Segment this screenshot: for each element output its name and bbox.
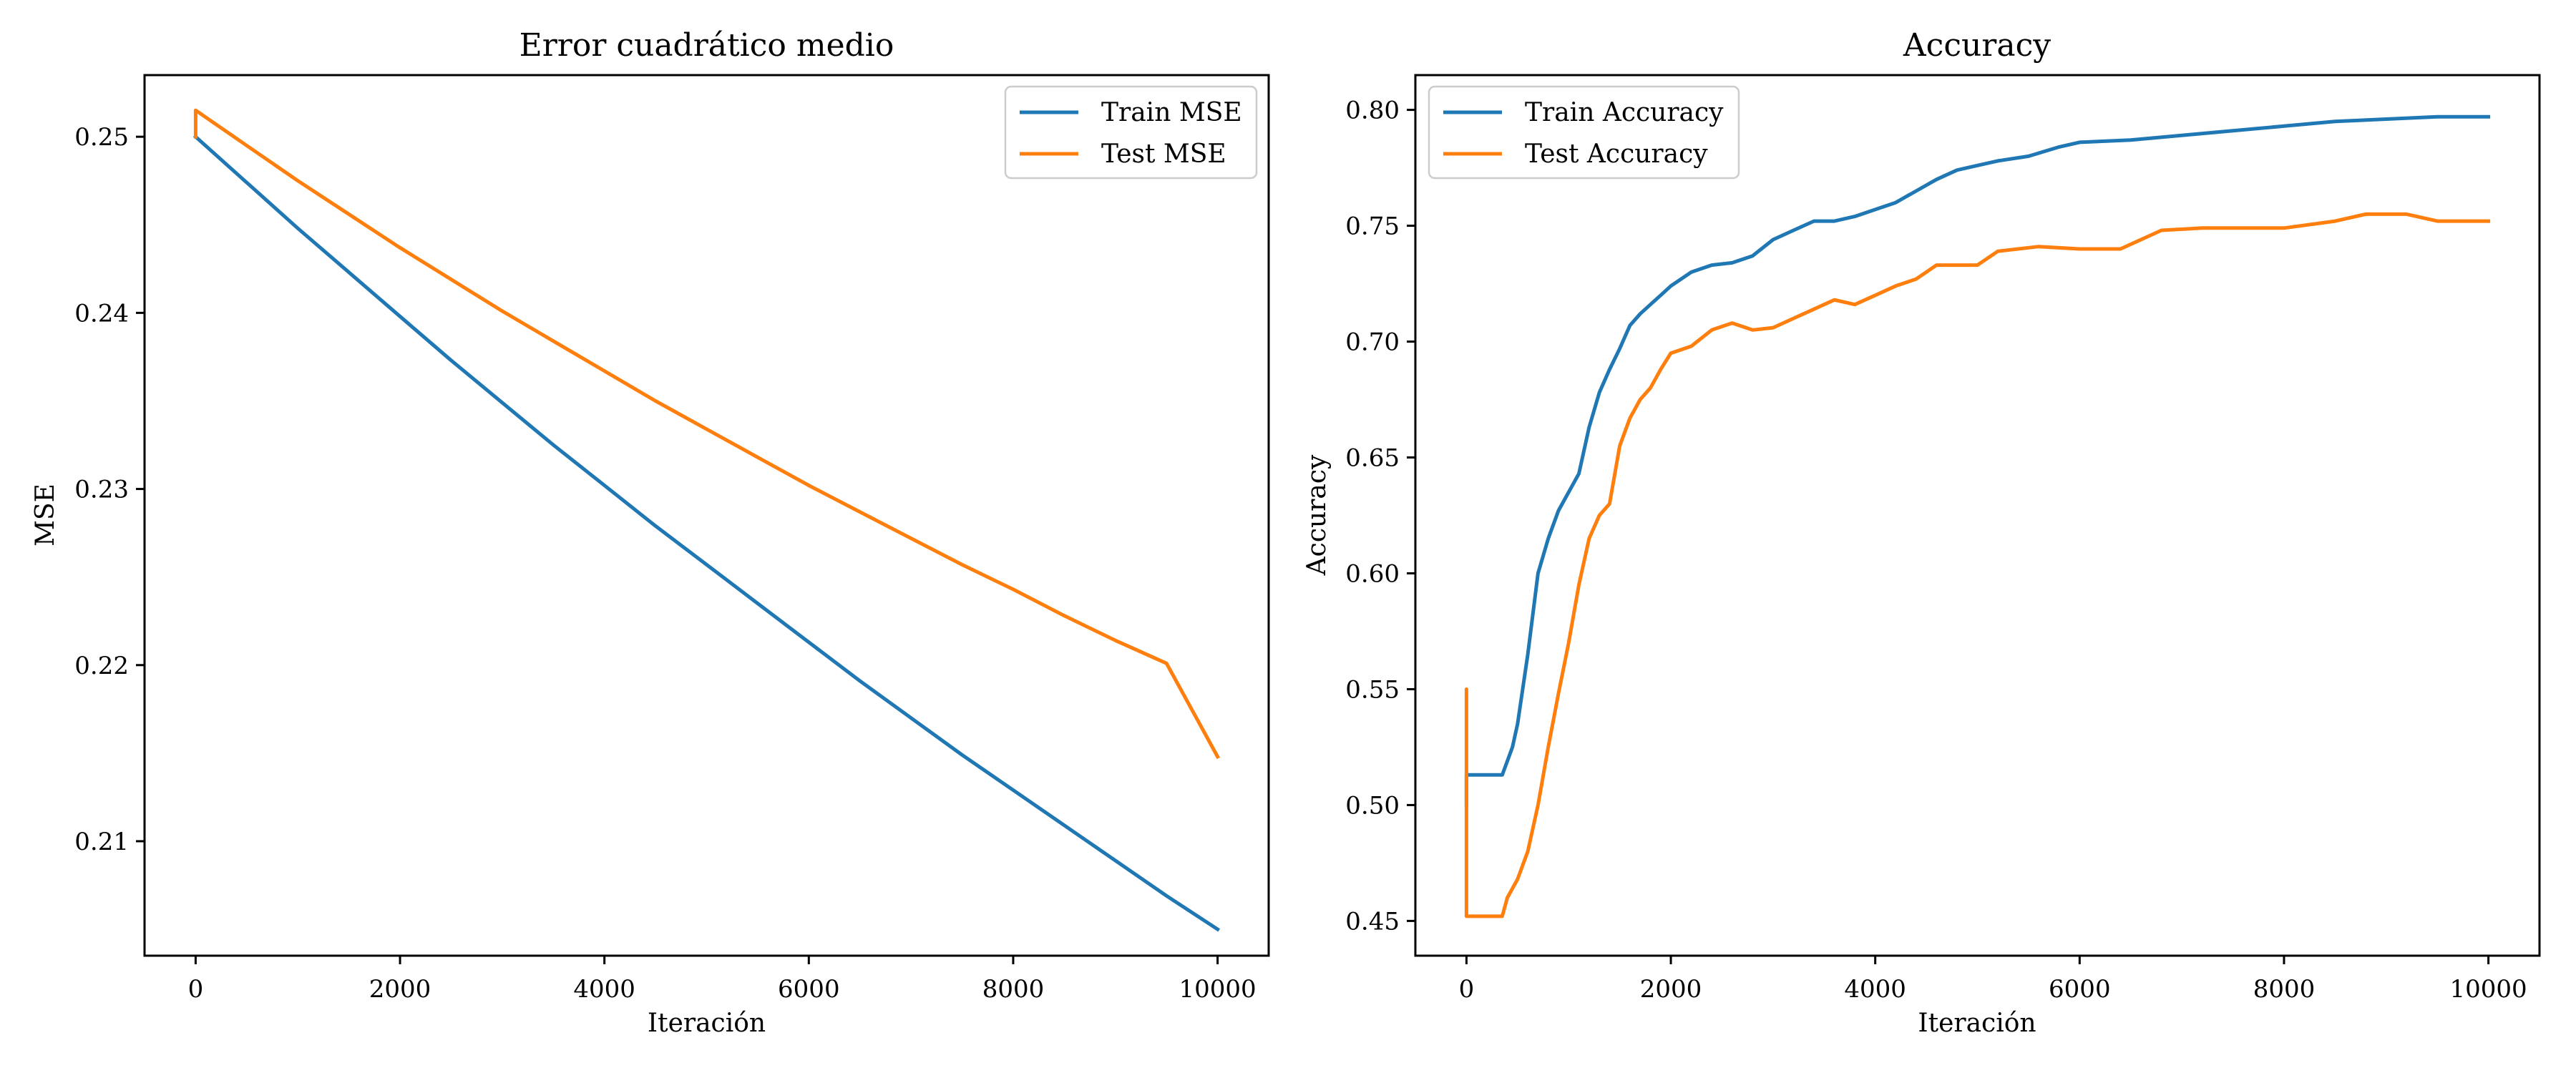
y-tick-label: 0.80 — [1345, 97, 1400, 125]
x-axis-ticks: 0 2000 4000 6000 8000 10000 — [1459, 956, 2527, 1004]
series-line-train-accuracy — [1464, 114, 2491, 807]
y-tick-label: 0.50 — [1345, 791, 1400, 820]
y-tick-label: 0.23 — [74, 476, 129, 504]
y-tick-label: 0.70 — [1345, 328, 1400, 357]
y-axis-ticks: 0.21 0.22 0.23 0.24 0.25 — [74, 123, 145, 856]
y-tick-label: 0.24 — [74, 299, 129, 328]
x-tick-label: 6000 — [778, 975, 840, 1004]
y-tick-label: 0.65 — [1345, 444, 1400, 473]
y-tick-label: 0.45 — [1345, 907, 1400, 936]
y-axis-label: MSE — [31, 484, 60, 547]
y-axis-ticks: 0.45 0.50 0.55 0.60 0.65 0.70 0.75 0.80 — [1345, 97, 1415, 936]
x-tick-label: 8000 — [2253, 975, 2316, 1004]
y-axis-label: Accuracy — [1302, 454, 1332, 576]
legend: Train MSE Test MSE — [1004, 85, 1258, 180]
series-line-test-mse — [193, 108, 1220, 760]
y-tick-label: 0.60 — [1345, 559, 1400, 588]
legend-label-train-mse: Train MSE — [1101, 98, 1242, 127]
x-tick-label: 10000 — [2450, 975, 2527, 1004]
x-tick-label: 6000 — [2049, 975, 2111, 1004]
legend-box — [1428, 85, 1740, 180]
x-tick-label: 2000 — [1640, 975, 1702, 1004]
y-tick-label: 0.21 — [74, 828, 129, 856]
y-tick-label: 0.25 — [74, 123, 129, 152]
chart-title: Error cuadrático medio — [519, 27, 894, 64]
plot-frame — [143, 74, 1270, 957]
legend: Train Accuracy Test Accuracy — [1428, 85, 1740, 180]
x-tick-label: 4000 — [1844, 975, 1906, 1004]
x-tick-label: 10000 — [1179, 975, 1257, 1004]
legend-label-train-accuracy: Train Accuracy — [1525, 98, 1724, 127]
plot-frame — [1414, 74, 2541, 957]
chart-title: Accuracy — [1903, 27, 2051, 64]
x-tick-label: 0 — [188, 975, 204, 1004]
series-layer — [1464, 114, 2491, 918]
series-line-test-accuracy — [1464, 212, 2491, 918]
x-axis-ticks: 0 2000 4000 6000 8000 10000 — [188, 956, 1257, 1004]
series-layer — [192, 108, 1221, 932]
x-axis-label: Iteración — [648, 1009, 766, 1038]
x-tick-label: 2000 — [369, 975, 431, 1004]
y-tick-label: 0.75 — [1345, 212, 1400, 241]
x-axis-label: Iteración — [1918, 1009, 2036, 1038]
legend-label-test-mse: Test MSE — [1101, 139, 1226, 169]
y-tick-label: 0.55 — [1345, 675, 1400, 704]
x-tick-label: 8000 — [982, 975, 1045, 1004]
legend-label-test-accuracy: Test Accuracy — [1525, 139, 1708, 169]
mse-chart: Error cuadrático medio 0 2000 4000 6000 8000… — [31, 27, 1270, 1038]
x-tick-label: 4000 — [573, 975, 635, 1004]
accuracy-chart: Accuracy 0 2000 4000 6000 8000 10000 0.45 0.50… — [1302, 27, 2541, 1038]
x-tick-label: 0 — [1459, 975, 1475, 1004]
series-line-train-mse — [192, 134, 1221, 932]
y-tick-label: 0.22 — [74, 652, 129, 680]
